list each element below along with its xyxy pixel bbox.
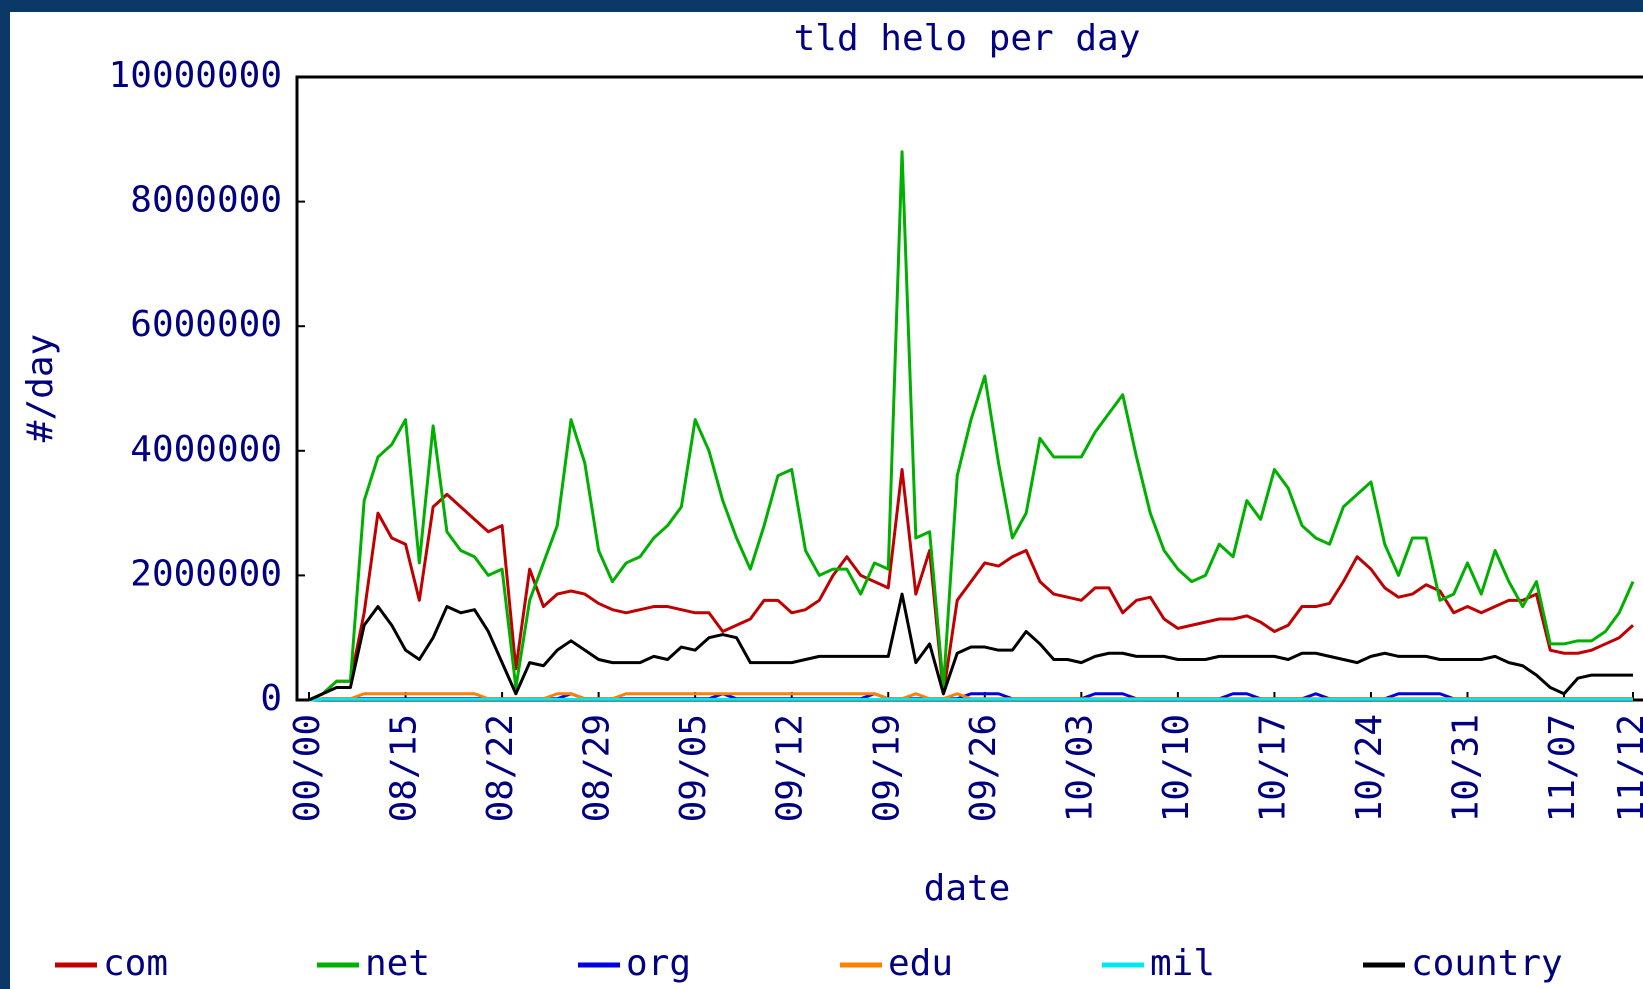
x-tick-label: 00/00: [287, 714, 328, 822]
legend-label: country: [1411, 943, 1563, 984]
series-line: [308, 467, 1635, 702]
x-tick-label: 09/05: [673, 714, 714, 822]
panel: [10, 12, 1643, 989]
series-line: [308, 592, 1633, 702]
x-tick-label: 08/22: [480, 714, 521, 822]
legend-label: edu: [888, 943, 953, 984]
x-axis-label: date: [924, 868, 1011, 909]
x-tick-label: 10/24: [1349, 714, 1390, 822]
chart-title: tld helo per day: [794, 18, 1141, 59]
legend-label: com: [103, 943, 168, 984]
series-line: [308, 697, 1633, 702]
y-tick-label: 4000000: [130, 429, 282, 470]
x-tick-label: 09/26: [963, 714, 1004, 822]
y-tick-label: 8000000: [130, 180, 282, 221]
y-tick-label: 6000000: [130, 304, 282, 345]
x-tick-label: 09/12: [770, 714, 811, 822]
legend-label: mil: [1150, 943, 1215, 984]
x-tick-label: 10/10: [1156, 714, 1197, 822]
x-tick-label: 11/07: [1542, 714, 1583, 822]
x-tick-label: 10/03: [1059, 714, 1100, 822]
x-tick-label: 10/17: [1252, 714, 1293, 822]
x-tick-label: 10/31: [1446, 714, 1487, 822]
legend-label: net: [365, 943, 430, 984]
y-tick-label: 0: [260, 678, 282, 719]
x-tick-label: 08/29: [577, 714, 618, 822]
y-tick-label: 10000000: [109, 55, 282, 96]
x-tick-label: 09/19: [866, 714, 907, 822]
x-tick-label: 11/12: [1611, 714, 1643, 822]
y-tick-label: 2000000: [130, 553, 282, 594]
legend-label: org: [626, 943, 691, 984]
series-line: [308, 150, 1635, 702]
x-tick-label: 08/15: [384, 714, 425, 822]
y-axis-label: #/day: [20, 334, 61, 442]
